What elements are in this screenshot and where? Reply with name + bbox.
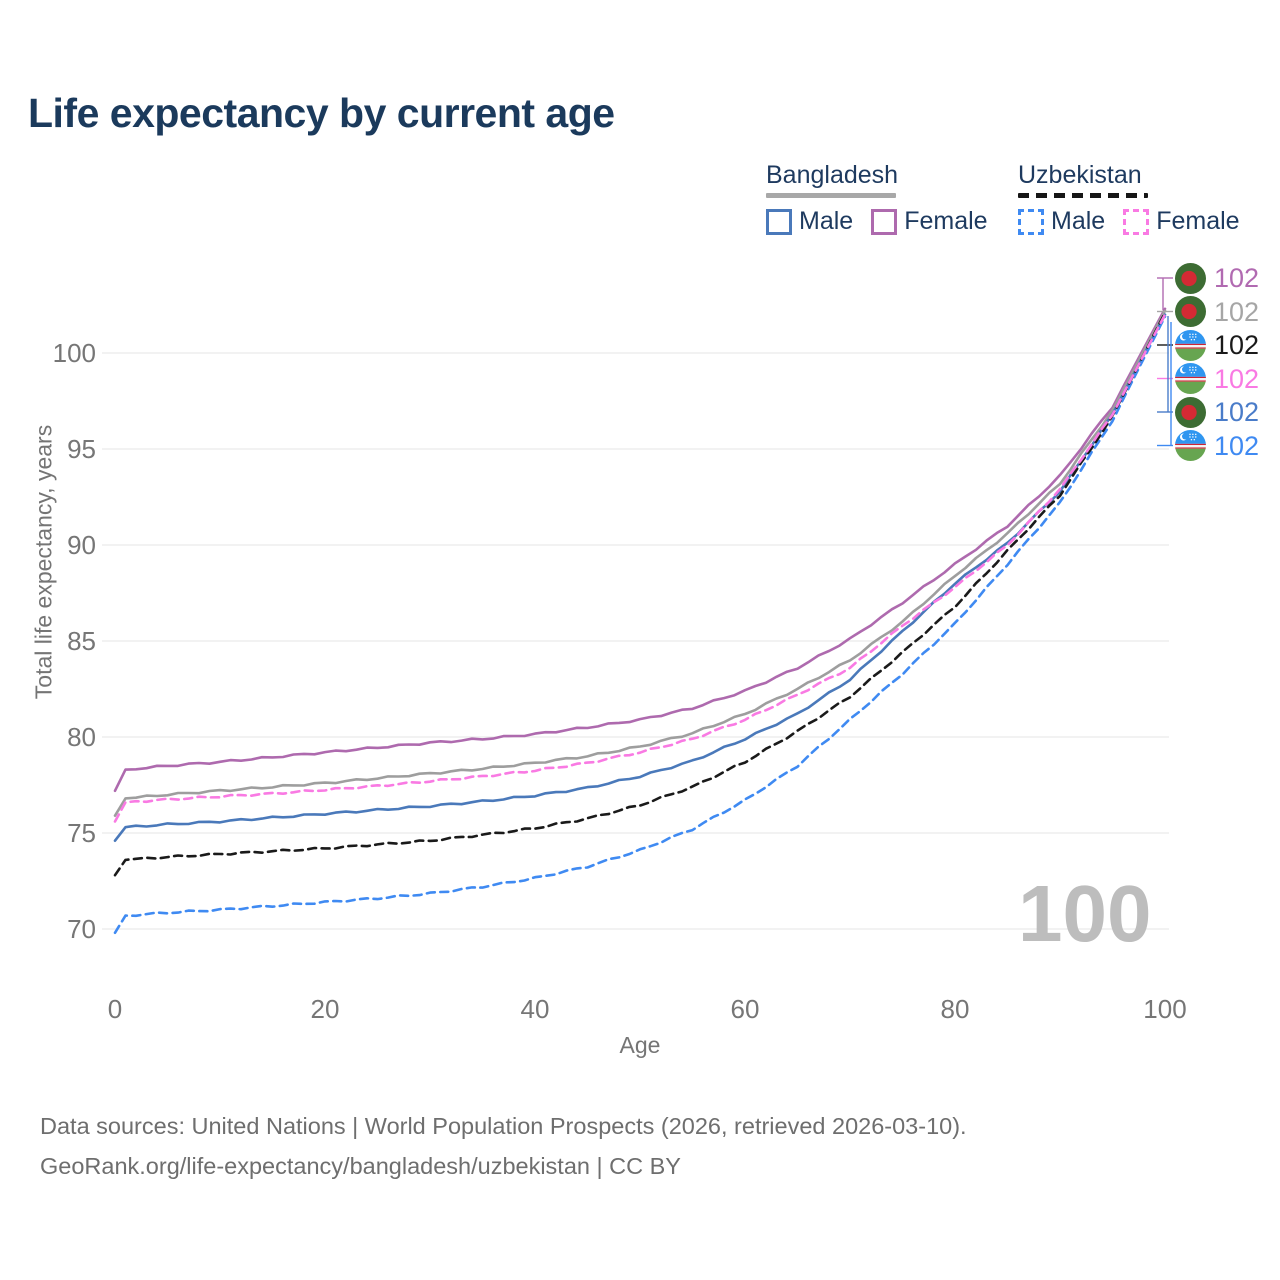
y-tick-label: 100	[52, 338, 96, 368]
legend-item-uzbekistan-male[interactable]: Male	[1018, 207, 1105, 236]
end-value-text: 102	[1214, 430, 1260, 461]
male-solid-swatch-icon	[766, 208, 792, 235]
footer: Data sources: United Nations | World Pop…	[40, 1106, 967, 1186]
x-tick-label: 40	[520, 994, 550, 1024]
series-line-bangladesh-male	[113, 313, 1167, 843]
legend-country-uzbekistan[interactable]: Uzbekistan	[1018, 161, 1240, 198]
bangladesh-flag-icon	[1175, 296, 1206, 327]
uzbekistan-flag-icon	[1175, 329, 1206, 361]
series-line-uzbekistan-male	[113, 315, 1167, 935]
y-tick-label: 70	[67, 914, 96, 944]
series-line-uzbekistan-female	[113, 313, 1167, 823]
x-tick-label: 80	[940, 994, 970, 1024]
female-dashed-swatch-icon	[1123, 208, 1150, 235]
end-value-text: 102	[1214, 397, 1260, 427]
male-dashed-swatch-icon	[1018, 208, 1044, 235]
end-value-label: 102	[1175, 396, 1259, 428]
legend-item-bangladesh-male[interactable]: Male	[766, 207, 853, 236]
uzbekistan-dashed-line-swatch	[1018, 193, 1148, 198]
leader-lines	[1157, 277, 1173, 447]
end-value-label: 102	[1175, 329, 1259, 361]
legend-country-bangladesh[interactable]: Bangladesh	[766, 161, 988, 198]
end-value-label: 102	[1175, 430, 1259, 462]
legend-item-bangladesh-female[interactable]: Female	[871, 207, 988, 236]
legend-items-uzbekistan: Male Female	[1018, 207, 1240, 236]
footer-sources: Data sources: United Nations | World Pop…	[40, 1113, 967, 1139]
series-lines	[113, 307, 1167, 935]
legend-group-uzbekistan: Uzbekistan Male Female	[1018, 161, 1240, 236]
legend-item-label: Female	[1156, 207, 1240, 235]
x-tick-label: 100	[1143, 994, 1187, 1024]
y-tick-label: 85	[67, 626, 96, 656]
legend-country-label: Uzbekistan	[1018, 161, 1142, 189]
uzbekistan-flag-icon	[1175, 363, 1206, 394]
bangladesh-flag-icon	[1175, 262, 1206, 294]
end-value-text: 102	[1214, 363, 1260, 394]
end-value-text: 102	[1214, 296, 1260, 327]
end-value-text: 102	[1214, 263, 1260, 293]
legend-group-bangladesh: Bangladesh Male Female	[766, 161, 988, 236]
end-value-text: 102	[1214, 330, 1260, 360]
y-tick-label: 95	[67, 434, 96, 464]
y-tick-label: 90	[67, 530, 96, 560]
bangladesh-flag-icon	[1175, 396, 1206, 428]
bangladesh-solid-line-swatch	[766, 193, 896, 198]
age-counter-watermark: 100	[1018, 869, 1152, 958]
page-title: Life expectancy by current age	[28, 90, 615, 136]
gridlines	[102, 352, 1169, 930]
legend-item-uzbekistan-female[interactable]: Female	[1123, 207, 1240, 236]
y-tick-label: 75	[67, 818, 96, 848]
end-value-label: 102	[1175, 296, 1259, 328]
legend-item-label: Female	[904, 207, 988, 235]
legend-item-label: Male	[1051, 207, 1106, 235]
x-tick-label: 60	[730, 994, 760, 1024]
end-value-label: 102	[1175, 363, 1259, 395]
uzbekistan-flag-icon	[1175, 430, 1206, 461]
female-solid-swatch-icon	[871, 208, 898, 235]
legend-country-label: Bangladesh	[766, 161, 899, 189]
footer-attribution[interactable]: GeoRank.org/life-expectancy/bangladesh/u…	[40, 1153, 681, 1179]
legend-items-bangladesh: Male Female	[766, 207, 988, 236]
x-axis-title: Age	[619, 1032, 661, 1058]
y-axis-title: Total life expectancy, years	[30, 424, 57, 700]
series-line-uzbekistan-all	[113, 311, 1167, 877]
x-tick-label: 20	[310, 994, 340, 1024]
series-line-bangladesh-all	[113, 309, 1167, 818]
end-value-label: 102	[1175, 262, 1259, 294]
series-line-bangladesh-female	[113, 307, 1167, 793]
x-tick-label: 0	[107, 994, 123, 1024]
y-tick-label: 80	[67, 722, 96, 752]
legend-item-label: Male	[799, 207, 854, 235]
